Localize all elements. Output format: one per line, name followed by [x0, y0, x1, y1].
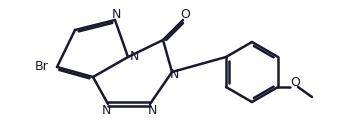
- Text: N: N: [111, 7, 121, 21]
- Text: N: N: [129, 49, 139, 63]
- Text: N: N: [101, 103, 111, 117]
- Text: O: O: [180, 9, 190, 21]
- Text: N: N: [147, 103, 157, 117]
- Text: O: O: [290, 75, 300, 89]
- Text: Br: Br: [35, 60, 49, 73]
- Text: N: N: [169, 67, 179, 81]
